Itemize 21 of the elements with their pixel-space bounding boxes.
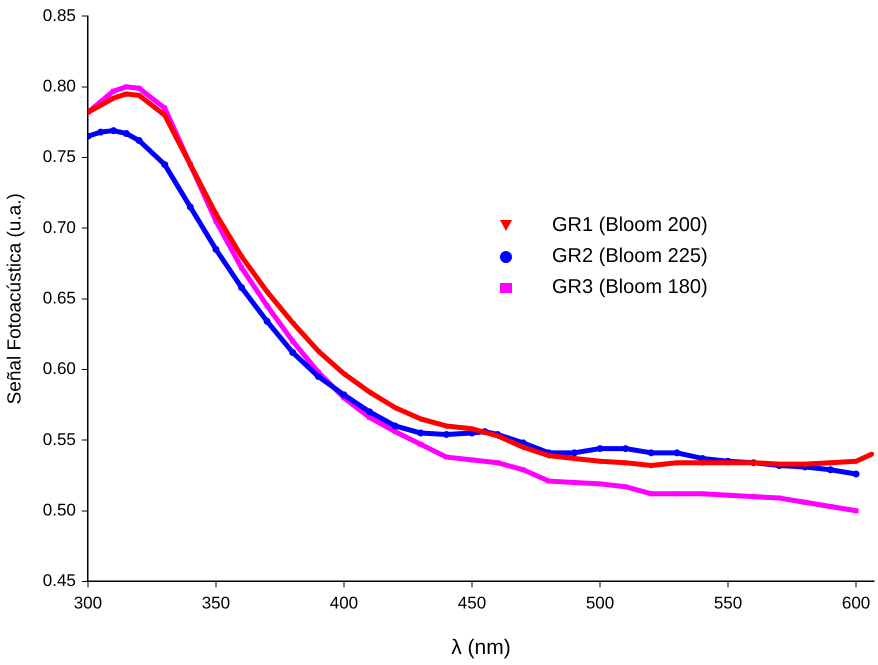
y-tick-label: 0.70 <box>42 218 76 237</box>
x-tick-label: 600 <box>842 593 870 612</box>
y-tick-label: 0.50 <box>42 500 76 520</box>
y-tick-label: 0.45 <box>42 571 76 590</box>
x-axis-title: λ (nm) <box>451 636 511 660</box>
y-tick-label: 0.85 <box>42 6 76 25</box>
x-tick-label: 300 <box>74 593 102 612</box>
x-tick-label: 350 <box>202 593 230 612</box>
x-tick-label: 450 <box>458 593 486 612</box>
legend-label: GR3 (Bloom 180) <box>552 276 708 299</box>
y-axis-title: Señal Fotoacústica (u.a.) <box>4 193 26 404</box>
legend-label: GR2 (Bloom 225) <box>552 245 708 268</box>
legend-label: GR1 (Bloom 200) <box>552 214 708 237</box>
x-tick-label: 550 <box>714 593 742 612</box>
y-tick-label: 0.55 <box>42 430 76 449</box>
y-tick-label: 0.60 <box>42 359 76 378</box>
y-tick-label: 0.75 <box>42 147 76 166</box>
x-tick-label: 500 <box>586 593 614 612</box>
x-tick-label: 400 <box>330 593 358 612</box>
y-tick-label: 0.80 <box>42 76 76 96</box>
y-tick-label: 0.65 <box>42 288 76 308</box>
